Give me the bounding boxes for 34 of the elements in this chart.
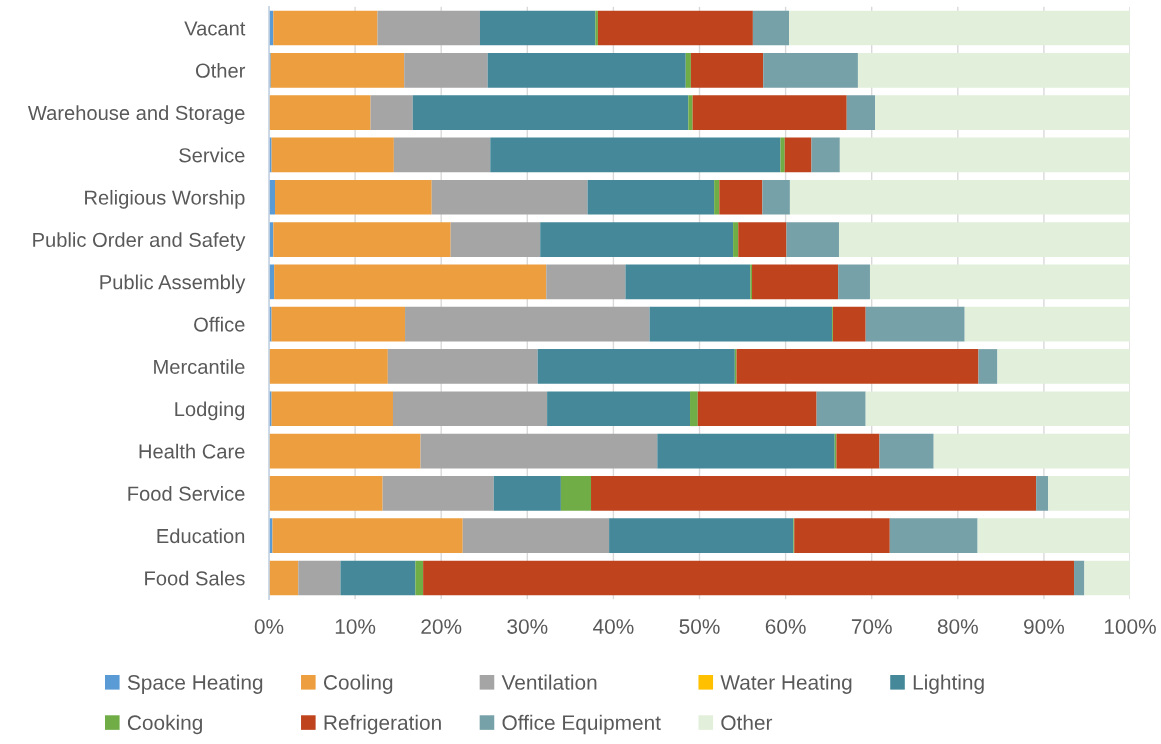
y-tick-label: Vacant (184, 21, 246, 36)
legend-label: Cooking (127, 714, 202, 735)
legend-label: Office Equipment (502, 714, 661, 735)
x-tick-label: 10% (335, 619, 376, 634)
legend-label: Water Heating (720, 674, 852, 694)
y-tick-label: Health Care (139, 443, 245, 459)
x-tick-label: 30% (507, 619, 548, 634)
legend-label: Other (721, 714, 773, 731)
y-tick-label: Public Assembly (100, 274, 246, 294)
y-tick-label: Service (179, 147, 245, 163)
x-tick-label: 90% (1024, 619, 1065, 634)
x-tick-label: 20% (421, 619, 462, 634)
y-tick-label: Mercantile (154, 359, 245, 374)
y-tick-label: Public Order and Safety (33, 232, 246, 252)
y-tick-label: Other (195, 63, 246, 78)
y-tick-label: Education (157, 528, 245, 544)
y-tick-label: Religious Worship (85, 189, 245, 209)
x-tick-label: 100% (1104, 619, 1156, 634)
legend-label: Space Heating (127, 674, 263, 694)
legend-label: Cooling (323, 674, 393, 694)
x-tick-label: 80% (937, 619, 978, 634)
y-tick-label: Warehouse and Storage (27, 105, 245, 125)
y-tick-label: Food Sales (145, 570, 245, 586)
x-tick-label: 50% (679, 619, 720, 634)
x-tick-label: 40% (593, 619, 634, 634)
legend-label: Ventilation (501, 674, 597, 690)
y-tick-label: Lodging (175, 401, 245, 421)
x-tick-label: 70% (851, 619, 892, 634)
y-tick-label: Office (194, 316, 245, 332)
legend-label: Lighting (913, 674, 984, 694)
x-tick-label: 0% (254, 619, 284, 634)
legend-label: Refrigeration (324, 714, 441, 735)
x-tick-label: 60% (765, 619, 806, 634)
y-tick-label: Food Service (128, 486, 245, 501)
